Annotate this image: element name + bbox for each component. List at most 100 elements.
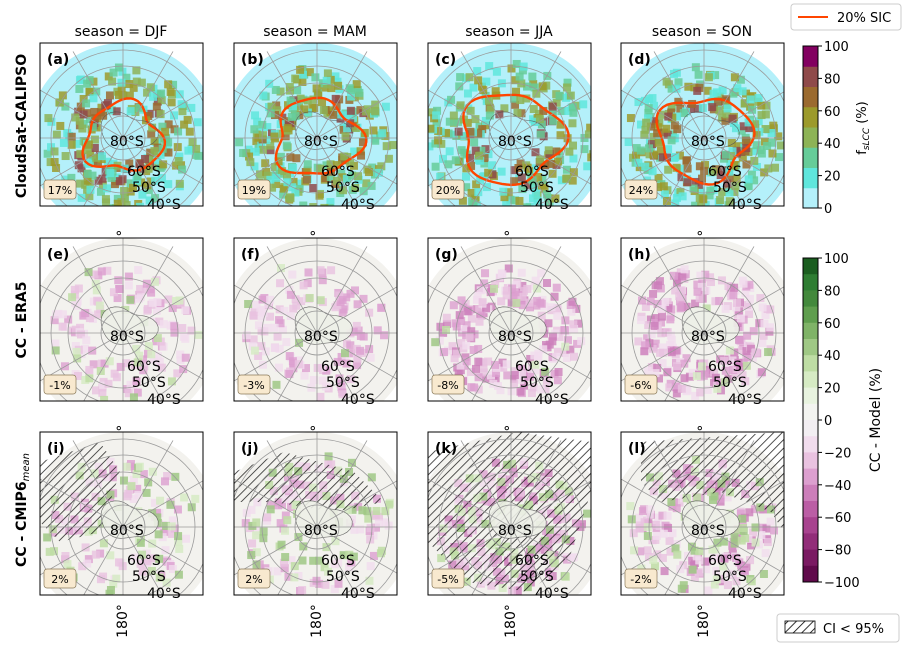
cloud-cell xyxy=(707,97,716,106)
cloud-cell xyxy=(137,78,146,87)
diff-cell xyxy=(473,291,482,300)
diff-cell xyxy=(96,549,105,558)
diff-cell xyxy=(129,494,138,503)
cloud-cell xyxy=(640,130,649,139)
cloud-cell xyxy=(467,188,476,197)
cloud-cell xyxy=(333,77,342,86)
cloud-cell xyxy=(723,104,732,113)
diff-cell xyxy=(82,336,91,345)
diff-cell xyxy=(174,570,183,579)
diff-cell xyxy=(723,581,732,590)
diff-cell xyxy=(739,279,748,288)
cloud-cell xyxy=(83,169,92,178)
diff-cell xyxy=(701,557,710,566)
cloud-cell xyxy=(63,128,72,137)
diff-cell xyxy=(710,580,719,589)
cloud-cell xyxy=(188,137,197,146)
diff-cell xyxy=(338,296,347,305)
diff-cell xyxy=(574,319,583,328)
diff-cell xyxy=(660,567,669,576)
colorbar-bottom-tick-label: −20 xyxy=(824,446,851,461)
diff-cell xyxy=(732,577,741,586)
diff-cell xyxy=(719,537,728,546)
diff-cell xyxy=(178,324,187,333)
diff-cell xyxy=(180,493,189,502)
diff-cell xyxy=(668,502,677,511)
diff-cell xyxy=(562,354,571,363)
diff-cell xyxy=(129,393,138,401)
cloud-cell xyxy=(499,187,508,196)
cloud-cell xyxy=(541,160,550,169)
diff-cell xyxy=(442,319,451,328)
diff-cell xyxy=(741,567,750,576)
diff-cell xyxy=(161,546,170,555)
lat-label: 60°S xyxy=(321,553,355,569)
cloud-cell xyxy=(752,141,761,150)
diff-cell xyxy=(520,286,529,295)
cloud-cell xyxy=(156,110,165,119)
value-badge xyxy=(431,179,465,200)
cloud-cell xyxy=(173,143,182,152)
cloud-cell xyxy=(673,112,682,121)
diff-cell xyxy=(150,498,159,507)
colorbar-bottom-tick-label: 40 xyxy=(824,349,841,364)
cloud-cell xyxy=(291,112,300,121)
diff-cell xyxy=(448,342,457,351)
diff-cell xyxy=(527,389,536,398)
cloud-cell xyxy=(300,105,309,114)
diff-cell xyxy=(658,553,667,562)
diff-cell xyxy=(173,369,182,378)
diff-cell xyxy=(659,529,668,538)
diff-cell xyxy=(194,330,203,339)
diff-cell xyxy=(149,355,158,364)
cloud-cell xyxy=(331,72,340,81)
cloud-cell xyxy=(270,111,279,120)
cloud-cell xyxy=(299,201,308,206)
diff-cell xyxy=(144,478,153,487)
cloud-cell xyxy=(636,146,645,155)
diff-cell xyxy=(359,332,368,341)
cloud-cell xyxy=(374,168,383,177)
diff-cell xyxy=(655,277,664,286)
diff-cell xyxy=(761,310,770,319)
cloud-cell xyxy=(291,188,300,197)
diff-cell xyxy=(627,515,636,524)
diff-cell xyxy=(81,309,90,318)
lat-label: 40°S xyxy=(147,586,181,602)
cloud-cell xyxy=(125,159,134,168)
cloud-cell xyxy=(485,62,494,71)
diff-cell xyxy=(350,525,359,534)
cloud-cell xyxy=(258,131,267,140)
cloud-cell xyxy=(114,63,123,72)
diff-cell xyxy=(758,303,767,312)
diff-cell xyxy=(359,294,368,303)
colorbar-top-swatch xyxy=(803,106,818,128)
lat-label: 40°S xyxy=(535,392,569,408)
diff-cell xyxy=(275,305,284,314)
diff-cell xyxy=(752,348,761,357)
cloud-cell xyxy=(125,91,134,100)
cloud-cell xyxy=(523,82,532,91)
diff-cell xyxy=(84,555,93,564)
cloud-cell xyxy=(698,103,707,112)
diff-cell xyxy=(49,547,58,556)
cloud-cell xyxy=(129,183,138,192)
cloud-cell xyxy=(122,73,131,82)
diff-cell xyxy=(286,312,295,321)
diff-cell xyxy=(280,564,289,573)
cloud-cell xyxy=(698,174,707,183)
diff-cell xyxy=(345,563,354,572)
cloud-cell xyxy=(481,116,490,125)
diff-cell xyxy=(561,342,570,351)
diff-cell xyxy=(717,276,726,285)
colorbar-top-tick-label: 60 xyxy=(824,105,841,120)
cloud-cell xyxy=(367,181,376,190)
diff-cell xyxy=(455,311,464,320)
diff-cell xyxy=(723,493,732,502)
diff-cell xyxy=(252,300,261,309)
diff-cell xyxy=(650,321,659,330)
colorbar-bottom-tick-label: 20 xyxy=(824,382,841,397)
diff-cell xyxy=(550,292,559,301)
diff-cell xyxy=(542,376,551,385)
